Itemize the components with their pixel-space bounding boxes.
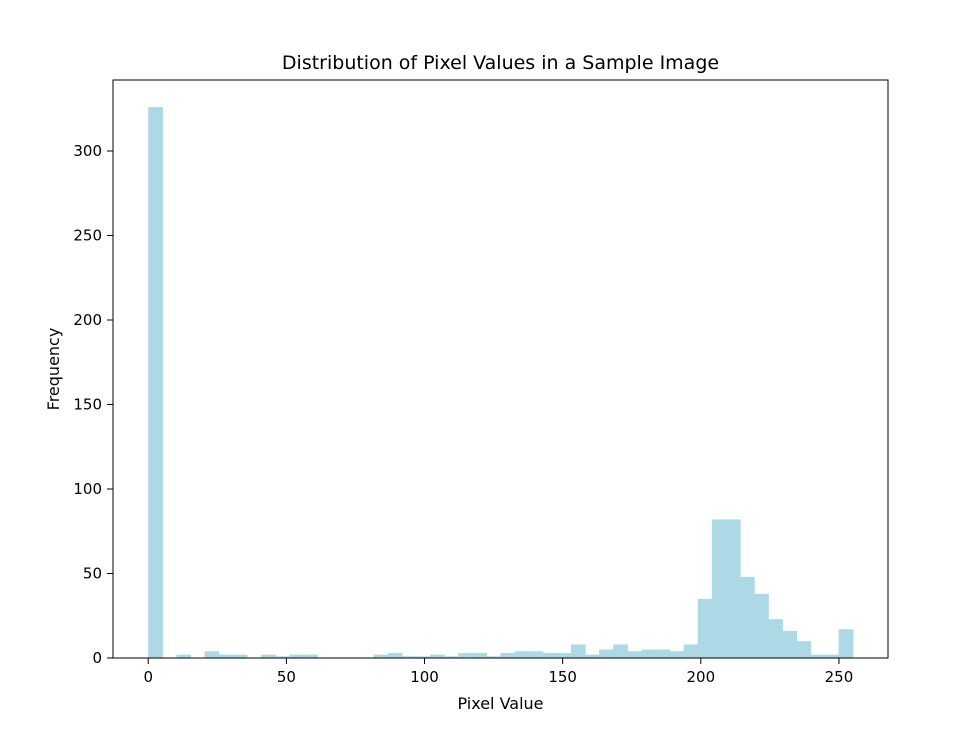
histogram-bar xyxy=(148,107,163,659)
histogram-bar xyxy=(528,651,544,658)
y-tick-label: 100 xyxy=(73,480,102,498)
histogram-bar xyxy=(458,652,473,658)
histogram-bar xyxy=(444,656,459,658)
y-tick-label: 250 xyxy=(73,226,102,244)
histogram-bar xyxy=(810,654,826,658)
x-tick-label: 50 xyxy=(277,668,296,686)
histogram-bar xyxy=(542,652,558,658)
histogram-bar xyxy=(796,641,812,658)
histogram-bar xyxy=(486,656,502,658)
y-axis-ticks: 0 50 100 150 200 250 300 xyxy=(73,142,113,667)
y-tick-label: 50 xyxy=(83,564,102,582)
histogram-bar xyxy=(697,598,713,658)
histogram-bar xyxy=(599,649,614,658)
histogram-bar xyxy=(303,654,318,658)
histogram-bar xyxy=(570,644,586,658)
histogram-bar xyxy=(655,649,671,658)
histogram-bar xyxy=(641,649,657,658)
histogram-bar xyxy=(782,630,798,658)
histogram-bar xyxy=(500,652,516,658)
histogram-bar xyxy=(669,651,685,658)
histogram-bar xyxy=(725,519,741,658)
y-tick-label: 150 xyxy=(73,395,102,413)
histogram-bar xyxy=(627,651,643,658)
histogram-bar xyxy=(711,519,727,658)
histogram-bar xyxy=(289,654,304,658)
x-tick-label: 100 xyxy=(410,668,439,686)
chart-title: Distribution of Pixel Values in a Sample… xyxy=(282,52,719,74)
y-tick-label: 0 xyxy=(92,649,102,667)
histogram-bar xyxy=(838,629,854,658)
histogram-bar xyxy=(401,656,417,658)
histogram-bar xyxy=(275,656,290,658)
histogram-bar xyxy=(768,619,783,658)
x-tick-label: 150 xyxy=(548,668,577,686)
histogram-bar xyxy=(472,652,488,658)
histogram-bar xyxy=(556,652,572,658)
y-tick-label: 300 xyxy=(73,142,102,160)
histogram-bar xyxy=(754,593,769,658)
x-axis-label: Pixel Value xyxy=(457,694,543,713)
x-axis-ticks: 0 50 100 150 200 250 xyxy=(143,658,853,686)
histogram-bar xyxy=(415,656,431,658)
histogram-bar xyxy=(260,654,276,658)
y-axis-label: Frequency xyxy=(44,328,63,411)
histogram-bar xyxy=(204,651,220,658)
histogram-bar xyxy=(514,651,530,658)
plot-frame xyxy=(112,79,889,659)
x-tick-label: 250 xyxy=(825,668,854,686)
histogram-bar xyxy=(373,654,389,658)
histogram-bars xyxy=(148,107,854,659)
histogram-bar xyxy=(387,652,403,658)
histogram-bar xyxy=(585,654,600,658)
x-tick-label: 0 xyxy=(143,668,153,686)
histogram-bar xyxy=(613,644,628,658)
histogram-bar xyxy=(740,576,755,658)
y-tick-label: 200 xyxy=(73,311,102,329)
histogram-bar xyxy=(824,654,840,658)
histogram-bar xyxy=(430,654,445,658)
histogram-bar xyxy=(232,654,248,658)
x-tick-label: 200 xyxy=(686,668,715,686)
histogram-bar xyxy=(176,654,192,658)
histogram-bar xyxy=(218,654,234,658)
histogram-bar xyxy=(683,644,699,658)
